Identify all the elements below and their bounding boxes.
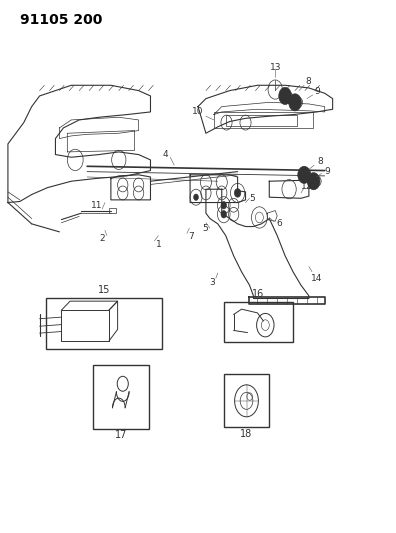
- Bar: [109, 208, 116, 213]
- Text: 9: 9: [314, 87, 320, 96]
- Text: 14: 14: [311, 274, 322, 282]
- Text: 18: 18: [240, 429, 253, 439]
- Circle shape: [279, 87, 291, 104]
- Text: 6: 6: [277, 220, 282, 228]
- Text: 11: 11: [91, 201, 103, 209]
- Bar: [214, 112, 313, 128]
- Text: 3: 3: [209, 278, 215, 287]
- Text: 16: 16: [252, 289, 265, 299]
- Circle shape: [221, 201, 227, 209]
- Bar: [93, 365, 148, 429]
- Text: 1: 1: [156, 240, 161, 248]
- Text: 7: 7: [188, 232, 194, 241]
- Text: 2: 2: [99, 235, 105, 243]
- Bar: [224, 374, 269, 427]
- Text: 5: 5: [250, 194, 255, 203]
- Text: 8: 8: [317, 157, 323, 166]
- Text: 17: 17: [114, 431, 127, 440]
- Bar: [226, 115, 297, 126]
- Text: 91105 200: 91105 200: [20, 13, 102, 27]
- Bar: [46, 298, 162, 349]
- Text: 12: 12: [301, 182, 312, 191]
- Text: 10: 10: [192, 108, 204, 116]
- Circle shape: [307, 173, 320, 190]
- Circle shape: [234, 189, 241, 197]
- Circle shape: [221, 211, 227, 218]
- Text: 15: 15: [98, 286, 110, 295]
- Circle shape: [194, 194, 198, 200]
- Circle shape: [289, 94, 301, 111]
- Text: 9: 9: [324, 167, 330, 176]
- Text: 8: 8: [305, 77, 311, 86]
- Text: 4: 4: [163, 150, 168, 159]
- Circle shape: [298, 166, 310, 183]
- Text: 13: 13: [269, 63, 281, 71]
- Bar: [224, 302, 293, 342]
- Text: 5: 5: [202, 224, 208, 232]
- Bar: [61, 310, 109, 341]
